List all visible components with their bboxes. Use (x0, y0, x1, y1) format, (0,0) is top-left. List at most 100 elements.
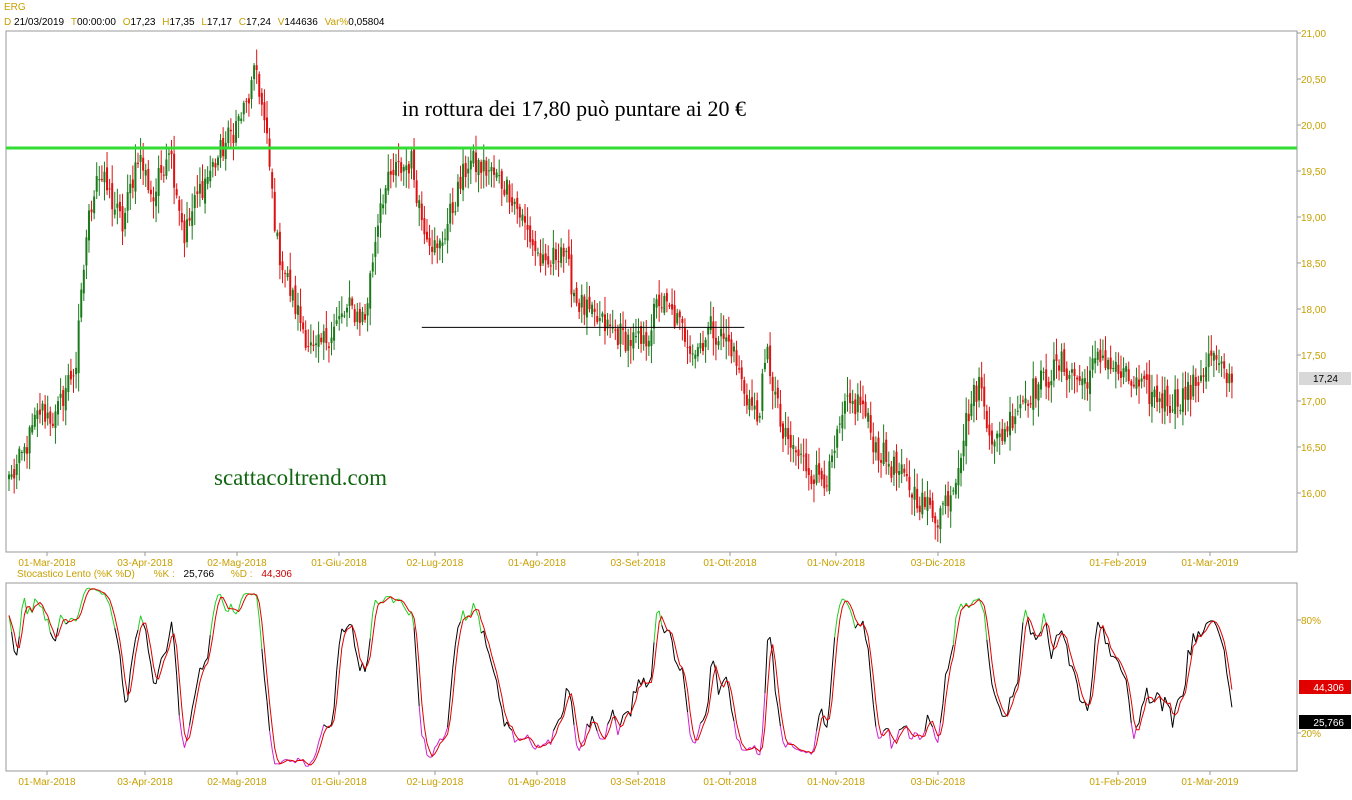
candle-body (1166, 385, 1169, 407)
k-line-segment (1146, 687, 1150, 704)
k-line-segment (653, 613, 658, 643)
k-line-segment (1159, 695, 1163, 712)
candle-body (358, 308, 361, 324)
k-line-segment (1076, 683, 1081, 701)
candle-body (325, 328, 328, 344)
d-label: %D : (230, 569, 253, 580)
candle-body (178, 199, 181, 211)
k-line-segment (96, 590, 100, 592)
candle-body (1215, 355, 1218, 360)
candle-body (428, 237, 431, 246)
candle-body (653, 303, 655, 329)
candle-body (500, 171, 503, 189)
k-line-segment (16, 636, 20, 656)
k-line-segment (207, 635, 211, 659)
k-line-segment (769, 637, 774, 657)
candle-body (255, 65, 258, 70)
candle-body (898, 471, 901, 475)
candle-body (85, 237, 88, 266)
k-line-segment (320, 724, 325, 735)
candle-body (1042, 371, 1045, 373)
candle-body (1034, 378, 1037, 399)
k-line-segment (1092, 639, 1096, 675)
k-line-segment (449, 668, 454, 698)
candle-body (433, 240, 436, 253)
candle-body (410, 151, 413, 169)
candle-body (75, 367, 78, 375)
k-line-segment (774, 691, 779, 707)
candle-body (905, 474, 908, 477)
candle-body (113, 209, 116, 215)
k-line-segment (1040, 613, 1045, 632)
candle-body (175, 189, 178, 196)
candle-body (975, 385, 978, 402)
candle-body (887, 463, 890, 467)
k-line-segment (333, 670, 338, 709)
k-line-segment (1130, 723, 1135, 739)
k-line-segment (836, 604, 841, 618)
k-line-segment (607, 719, 611, 725)
k-line-segment (810, 747, 815, 755)
candle-body (116, 203, 119, 208)
candle-body (10, 474, 13, 478)
candle-body (580, 294, 583, 308)
k-line-segment (209, 616, 214, 636)
candle-body (276, 232, 279, 237)
candle-body (309, 342, 312, 346)
candle-body (1220, 361, 1223, 364)
k-line-segment (514, 739, 518, 743)
k-line-segment (124, 699, 129, 703)
candle-body (1037, 384, 1040, 401)
candle-body (266, 117, 268, 134)
candle-body (1225, 372, 1228, 384)
candle-body (405, 165, 408, 171)
k-line-segment (865, 638, 869, 649)
candle-body (691, 353, 694, 355)
k-line-segment (970, 599, 975, 605)
candle-body (1112, 368, 1115, 370)
k-line-segment (821, 708, 825, 725)
k-tag-value: 25,766 (1313, 718, 1344, 729)
candle-body (665, 292, 668, 302)
k-line-segment (939, 703, 944, 723)
candle-body (702, 343, 705, 351)
k-line-segment (98, 591, 103, 595)
candle-body (1202, 375, 1205, 377)
candle-body (575, 287, 578, 304)
k-line-segment (509, 727, 513, 731)
k-line-segment (1218, 633, 1223, 642)
stoch-date-tick-label: 01-Ago-2018 (508, 777, 566, 788)
k-line-segment (263, 678, 268, 702)
price-panel[interactable] (5, 30, 1298, 553)
price-tick-label: 19,00 (1301, 213, 1326, 224)
candle-body (562, 247, 565, 257)
stoch-date-tick-label: 03-Apr-2018 (117, 777, 173, 788)
k-line-segment (589, 716, 593, 728)
k-line-segment (896, 729, 900, 740)
k-line-segment (942, 674, 947, 704)
candle-body (493, 167, 496, 175)
candle-body (498, 175, 501, 177)
candle-body (929, 497, 932, 505)
k-line-segment (790, 742, 794, 748)
candle-body (549, 265, 552, 267)
candle-body (1003, 429, 1006, 442)
candle-body (1189, 384, 1192, 400)
candle-body (351, 298, 354, 306)
k-line-segment (238, 599, 242, 610)
k-line-segment (1102, 626, 1106, 644)
price-tick-label: 21,00 (1301, 29, 1326, 40)
candle-body (854, 399, 857, 415)
k-line-segment (119, 654, 124, 684)
k-line-segment (393, 599, 397, 604)
k-line-segment (181, 735, 185, 748)
k-line-segment (122, 682, 126, 703)
k-line-segment (700, 719, 704, 724)
candle-body (129, 183, 132, 194)
candle-body (431, 246, 434, 252)
k-line-segment (39, 605, 43, 608)
candle-body (534, 241, 537, 252)
k-line-segment (230, 603, 234, 612)
k-line-segment (142, 623, 147, 631)
